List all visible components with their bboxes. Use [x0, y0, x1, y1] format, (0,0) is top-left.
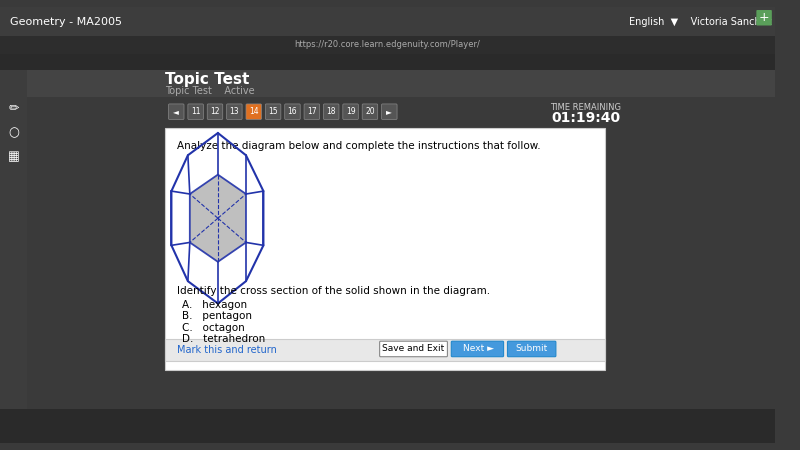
FancyBboxPatch shape: [165, 128, 606, 370]
Text: ✏: ✏: [8, 102, 19, 115]
FancyBboxPatch shape: [266, 104, 281, 119]
FancyBboxPatch shape: [0, 409, 774, 443]
FancyBboxPatch shape: [0, 70, 27, 443]
Text: 14: 14: [249, 107, 258, 116]
Text: D.   tetrahedron: D. tetrahedron: [182, 334, 266, 344]
FancyBboxPatch shape: [285, 104, 300, 119]
Text: ○: ○: [8, 126, 19, 140]
FancyBboxPatch shape: [188, 104, 203, 119]
Text: 11: 11: [191, 107, 200, 116]
FancyBboxPatch shape: [165, 339, 606, 360]
Text: ▦: ▦: [8, 151, 19, 164]
Text: 15: 15: [268, 107, 278, 116]
FancyBboxPatch shape: [226, 104, 242, 119]
FancyBboxPatch shape: [343, 104, 358, 119]
FancyBboxPatch shape: [0, 36, 774, 54]
Text: Topic Test: Topic Test: [165, 72, 249, 87]
FancyBboxPatch shape: [0, 7, 774, 36]
Text: 01:19:40: 01:19:40: [551, 112, 621, 126]
Text: Mark this and return: Mark this and return: [178, 345, 277, 355]
Text: Topic Test    Active: Topic Test Active: [165, 86, 254, 96]
Text: 18: 18: [326, 107, 336, 116]
Text: https://r20.core.learn.edgenuity.com/Player/: https://r20.core.learn.edgenuity.com/Pla…: [294, 40, 480, 50]
Text: Geometry - MA2005: Geometry - MA2005: [10, 17, 122, 27]
Polygon shape: [190, 175, 246, 262]
Text: 17: 17: [307, 107, 317, 116]
FancyBboxPatch shape: [323, 104, 339, 119]
Text: Analyze the diagram below and complete the instructions that follow.: Analyze the diagram below and complete t…: [178, 141, 541, 151]
Text: Next ►: Next ►: [463, 344, 494, 353]
FancyBboxPatch shape: [0, 54, 774, 71]
Text: 20: 20: [365, 107, 374, 116]
Text: Save and Exit: Save and Exit: [382, 344, 445, 353]
Text: B.   pentagon: B. pentagon: [182, 311, 252, 321]
FancyBboxPatch shape: [362, 104, 378, 119]
FancyBboxPatch shape: [507, 341, 556, 357]
Text: A.   hexagon: A. hexagon: [182, 300, 247, 310]
Text: +: +: [758, 11, 770, 24]
FancyBboxPatch shape: [207, 104, 222, 119]
Text: 13: 13: [230, 107, 239, 116]
Text: 12: 12: [210, 107, 220, 116]
Text: ►: ►: [386, 107, 392, 116]
Text: Identify the cross section of the solid shown in the diagram.: Identify the cross section of the solid …: [178, 286, 490, 296]
Text: ◄: ◄: [174, 107, 179, 116]
Text: 16: 16: [288, 107, 298, 116]
FancyBboxPatch shape: [380, 341, 447, 357]
FancyBboxPatch shape: [451, 341, 503, 357]
FancyBboxPatch shape: [304, 104, 319, 119]
FancyBboxPatch shape: [169, 104, 184, 119]
FancyBboxPatch shape: [246, 104, 262, 119]
Text: TIME REMAINING: TIME REMAINING: [550, 104, 622, 112]
FancyBboxPatch shape: [756, 10, 772, 26]
FancyBboxPatch shape: [382, 104, 397, 119]
Text: 19: 19: [346, 107, 355, 116]
FancyBboxPatch shape: [27, 70, 774, 97]
Text: Submit: Submit: [515, 344, 548, 353]
Text: C.   octagon: C. octagon: [182, 323, 245, 333]
Text: English  ▼    Victoria Sanchez: English ▼ Victoria Sanchez: [630, 17, 772, 27]
